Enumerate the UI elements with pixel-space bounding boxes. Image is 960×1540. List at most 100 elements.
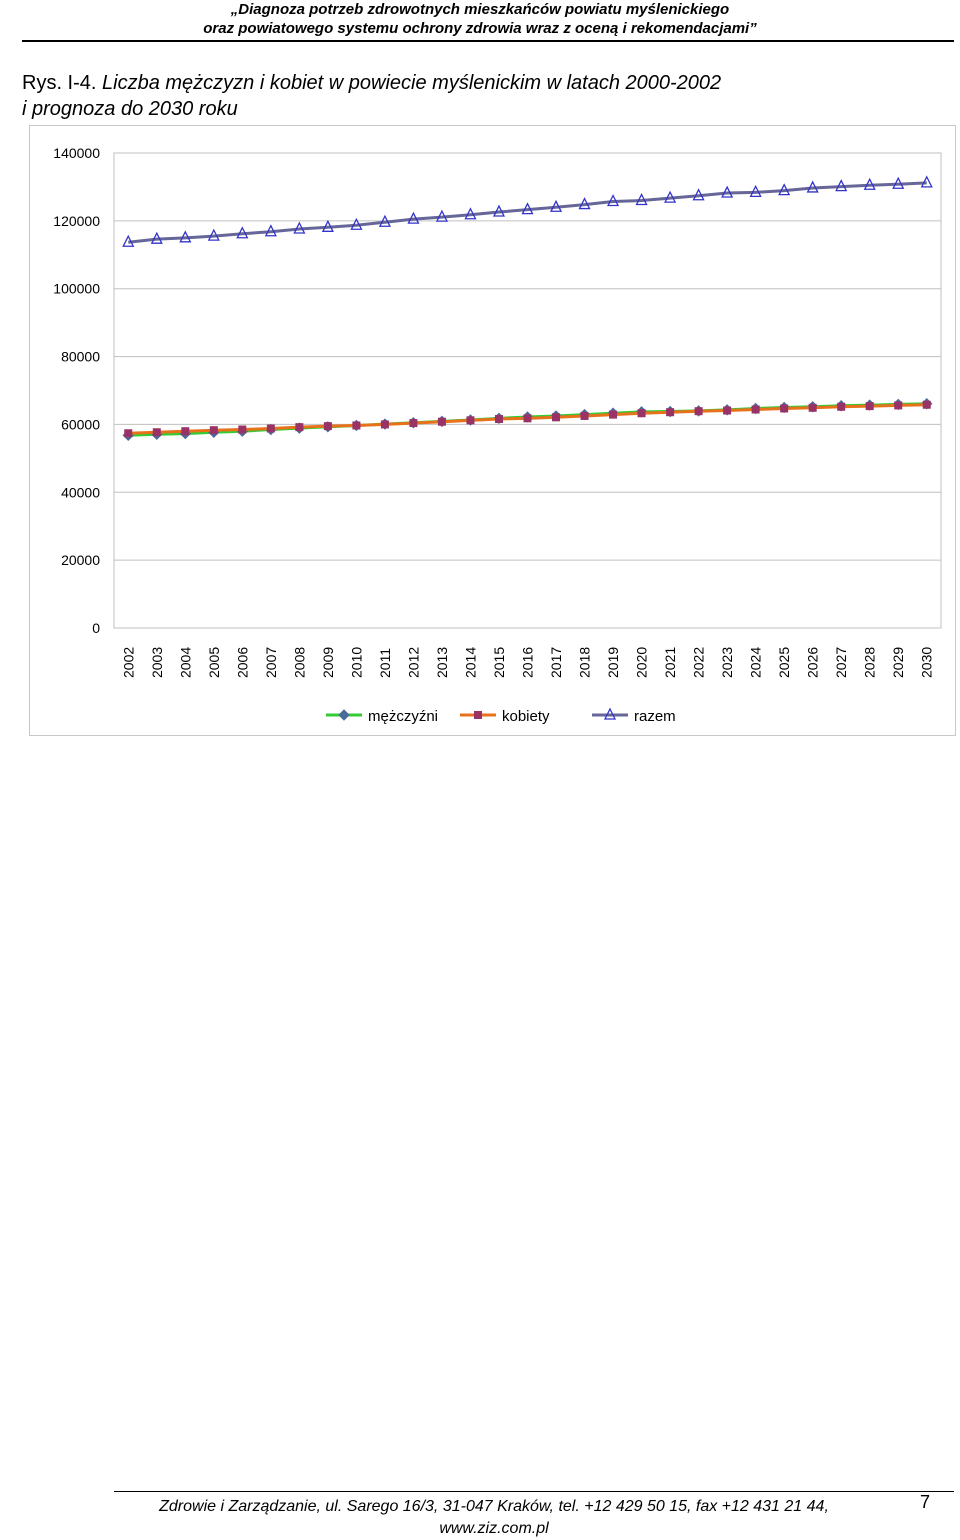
data-point-women [865,402,874,411]
x-tick-label: 2016 [520,647,536,678]
x-tick-label: 2018 [577,647,593,678]
data-point-total [692,188,705,201]
x-tick-label: 2019 [605,647,621,678]
x-tick-label: 2020 [634,647,650,678]
chart-frame: 0 20000 40000 60000 80000 100000 120000 140000 2… [29,125,956,736]
x-tick-label: 2007 [263,647,279,678]
data-point-total [378,214,391,227]
x-tick-label: 2003 [149,647,165,678]
plot-area [113,152,942,629]
data-point-total [293,221,306,234]
y-tick-label: 120000 [53,213,100,229]
data-point-women [295,423,304,432]
x-tick-label: 2028 [862,647,878,678]
x-tick-label: 2029 [890,647,906,678]
document-footer: Zdrowie i Zarządzanie, ul. Sarego 16/3, … [114,1496,874,1540]
data-point-total [150,231,163,244]
x-tick-label: 2025 [776,647,792,678]
x-tick-label: 2005 [206,647,222,678]
data-point-total [122,234,135,247]
data-point-women [780,404,789,413]
figure-label: Rys. I-4. [22,72,97,94]
y-tick-label: 40000 [61,484,100,500]
data-point-women [837,402,846,411]
footer-rule [114,1491,954,1492]
data-point-total [207,228,220,241]
x-tick-label: 2027 [833,647,849,678]
x-tick-label: 2022 [691,647,707,678]
data-point-total [407,211,420,224]
data-point-women [723,406,732,415]
data-point-total [179,230,192,243]
data-point-women [124,429,133,438]
data-point-women [666,408,675,417]
data-point-total [549,199,563,212]
figure-title-line-2: i prognoza do 2030 roku [22,98,238,120]
data-point-total [578,197,591,210]
data-point-women [238,425,247,434]
data-point-total [464,207,477,220]
data-point-women [580,411,589,420]
data-point-women [552,413,561,422]
data-point-women [609,410,618,419]
y-tick-label: 0 [92,620,100,636]
data-point-women [380,420,389,429]
x-tick-label: 2014 [462,647,478,678]
x-tick-label: 2002 [120,647,136,678]
series-line-total [128,181,927,244]
figure-caption: Rys. I-4. Liczba mężczyzn i kobiet w pow… [22,70,922,122]
y-tick-label: 60000 [61,416,100,432]
data-point-women [152,428,161,437]
data-point-total [721,185,734,198]
data-point-total [664,190,677,203]
x-tick-label: 2026 [805,647,821,678]
x-tick-label: 2012 [405,647,421,678]
data-point-women [409,419,418,428]
data-point-total [806,180,819,193]
data-point-total [892,176,905,189]
data-point-women [808,403,817,412]
data-point-total [321,219,334,232]
data-point-total [521,202,534,215]
data-point-women [266,424,275,433]
data-point-total [492,204,506,217]
data-point-women [494,415,503,423]
figure-title-line-1: Liczba mężczyzn i kobiet w powiecie myśl… [102,72,722,94]
data-point-total [920,175,933,188]
legend-label-men: mężczyźni [368,708,438,725]
data-point-women [523,414,532,423]
population-line-chart: 0 20000 40000 60000 80000 100000 120000 140000 2… [53,145,942,725]
data-point-total [236,226,249,239]
data-point-women [181,427,190,436]
data-point-women [466,416,475,425]
data-point-women [352,421,361,430]
data-point-total [635,193,648,206]
data-point-women [894,401,903,410]
x-tick-label: 2011 [377,648,393,678]
x-tick-label: 2008 [291,647,307,678]
data-point-total [350,217,363,230]
document-header: „Diagnoza potrzeb zdrowotnych mieszkańcó… [0,0,960,38]
data-point-total [264,224,277,237]
footer-website: www.ziz.com.pl [439,1520,549,1537]
data-point-women [694,407,703,416]
x-tick-label: 2017 [548,647,564,678]
data-point-total [835,179,848,192]
header-line-1: „Diagnoza potrzeb zdrowotnych mieszkańcó… [230,1,730,18]
legend-label-total: razem [634,708,676,725]
header-line-2: oraz powiatowego systemu ochrony zdrowia… [203,20,757,37]
y-tick-label: 20000 [61,552,100,568]
legend-marker-total [603,707,617,720]
x-tick-label: 2015 [491,647,507,678]
y-tick-label: 80000 [61,349,100,365]
x-tick-label: 2004 [177,647,193,678]
x-tick-label: 2021 [662,647,678,678]
y-tick-label: 100000 [53,281,100,297]
x-tick-label: 2030 [919,647,935,678]
data-point-women [751,405,760,414]
legend-marker-women [474,711,482,719]
legend-label-women: kobiety [502,708,550,725]
x-tick-label: 2024 [748,647,764,678]
header-rule [22,40,954,42]
x-tick-label: 2023 [719,647,735,678]
